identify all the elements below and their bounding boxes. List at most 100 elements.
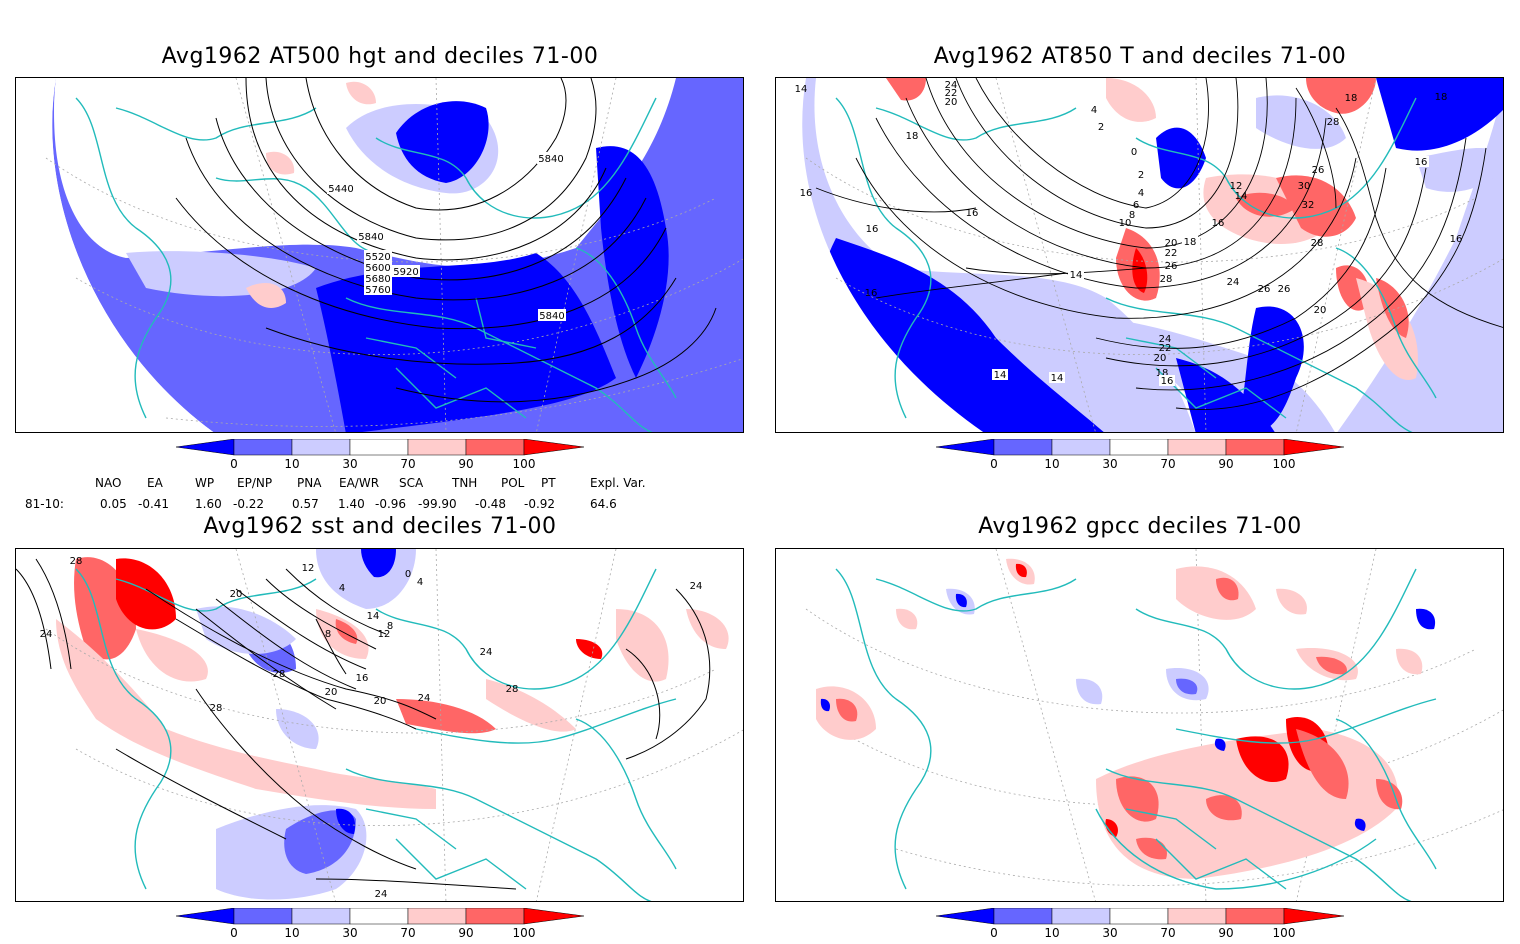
- colorbar-tick: 70: [1160, 457, 1175, 471]
- contour-label: 24: [40, 629, 53, 640]
- contour-label: 2: [1098, 122, 1104, 133]
- contour-label: 5840: [539, 311, 564, 322]
- colorbar-tick: 90: [458, 926, 473, 940]
- contour-label: 4: [339, 583, 345, 594]
- contour-label: 26: [1278, 284, 1291, 295]
- colorbar-tick: 30: [1102, 457, 1117, 471]
- contour-label: 20: [945, 97, 958, 108]
- contour-label: 28: [210, 703, 223, 714]
- index-header: Expl. Var.: [590, 476, 646, 490]
- index-value: 0.05: [100, 497, 127, 511]
- panel-title-gpcc: Avg1962 gpcc deciles 71-00: [978, 514, 1302, 539]
- contour-label: 8: [325, 629, 331, 640]
- contour-label: 22: [945, 88, 958, 99]
- contour-label: 16: [966, 208, 979, 219]
- index-value: -0.41: [138, 497, 170, 511]
- contour-label: 28: [273, 669, 286, 680]
- colorbar-tick: 100: [1273, 457, 1296, 471]
- contour-label: 26: [1165, 261, 1178, 272]
- colorbar-tick: 0: [990, 926, 998, 940]
- contour-label: 22: [1165, 248, 1178, 259]
- colorbar-svg: 0 10 30 70 90 100: [175, 438, 585, 471]
- index-value: -0.48: [475, 497, 507, 511]
- contour-label: 5760: [365, 285, 390, 296]
- contour-label: 6: [1133, 200, 1139, 211]
- index-header: WP: [195, 476, 215, 490]
- contour-label: 28: [1160, 274, 1173, 285]
- contour-label: 5600: [365, 263, 390, 274]
- contour-label: 4: [417, 577, 423, 588]
- map-panel-sst: 28 24 20 12 4 0 4 8 12 8 14 16 20 24 28 …: [15, 548, 744, 902]
- contour-label: 16: [1450, 234, 1463, 245]
- index-row-label: 81-10:: [25, 497, 64, 511]
- contour-label: 12: [378, 629, 391, 640]
- index-header: EP/NP: [237, 476, 273, 490]
- contour-label: 28: [70, 556, 83, 567]
- contour-label: 4: [1091, 105, 1097, 116]
- contour-label: 24: [1227, 277, 1240, 288]
- colorbar-tick: 100: [513, 926, 536, 940]
- colorbar-tick: 30: [342, 926, 357, 940]
- contour-label: 5920: [393, 267, 418, 278]
- contour-label: 2: [1138, 170, 1144, 181]
- panel-title-850t: Avg1962 AT850 T and deciles 71-00: [933, 44, 1347, 69]
- contour-label: 8: [387, 621, 393, 632]
- contour-label: 14: [795, 84, 808, 95]
- panel-title-sst: Avg1962 sst and deciles 71-00: [203, 514, 557, 539]
- colorbar-tick: 100: [1273, 926, 1296, 940]
- contour-label: 28: [506, 684, 519, 695]
- colorbar-500hgt: 0 10 30 70 90 100: [175, 438, 586, 471]
- map-panel-850t: 24 22 20 18 4 2 0 2 4 6 8 10 12 14 16 18…: [775, 77, 1504, 433]
- contour-label: 20: [230, 589, 243, 600]
- contour-label: 16: [356, 673, 369, 684]
- contour-label: 24: [418, 693, 431, 704]
- index-header: EA/WR: [339, 476, 380, 490]
- contour-label: 5680: [365, 274, 390, 285]
- contour-label: 16: [1161, 376, 1174, 387]
- contour-label: 20: [325, 687, 338, 698]
- colorbar-sst: 0 10 30 70 90 100: [175, 907, 586, 940]
- contour-label: 14: [1070, 270, 1083, 281]
- index-header: TNH: [452, 476, 478, 490]
- contour-label: 20: [374, 696, 387, 707]
- index-value: 1.40: [338, 497, 365, 511]
- colorbar-tick: 70: [400, 457, 415, 471]
- contour-label: 26: [1258, 284, 1271, 295]
- index-header: NAO: [95, 476, 122, 490]
- contour-label: 28: [1327, 117, 1340, 128]
- index-value: -99.90: [418, 497, 457, 511]
- colorbar-tick: 30: [342, 457, 357, 471]
- contour-label: 12: [1230, 181, 1243, 192]
- contour-label: 16: [1415, 157, 1428, 168]
- colorbar-tick: 70: [400, 926, 415, 940]
- panel-title-500hgt: Avg1962 AT500 hgt and deciles 71-00: [161, 44, 599, 69]
- contour-label: 18: [906, 131, 919, 142]
- contour-label: 8: [1129, 210, 1135, 221]
- contour-label: 32: [1302, 200, 1315, 211]
- contour-label: 14: [1235, 191, 1248, 202]
- contour-label: 24: [1159, 334, 1172, 345]
- index-value: -0.96: [375, 497, 407, 511]
- colorbar-tick: 90: [1218, 457, 1233, 471]
- map-gpcc: [805, 549, 1503, 901]
- contour-label: 10: [1119, 218, 1132, 229]
- colorbar-svg: 0 10 30 70 90 100: [175, 907, 585, 940]
- contour-label: 20: [1154, 353, 1167, 364]
- colorbar-tick: 0: [230, 457, 238, 471]
- contour-label: 26: [1312, 165, 1325, 176]
- colorbar-tick: 30: [1102, 926, 1117, 940]
- map-850t: 24 22 20 18 4 2 0 2 4 6 8 10 12 14 16 18…: [776, 78, 1503, 432]
- contour-label: 24: [945, 80, 958, 91]
- colorbar-tick: 70: [1160, 926, 1175, 940]
- contour-label: 20: [1314, 305, 1327, 316]
- contour-label: 28: [1311, 238, 1324, 249]
- contour-label: 24: [375, 889, 388, 900]
- indices-table: NAO EA WP EP/NP PNA EA/WR SCA TNH POL PT…: [0, 476, 760, 516]
- contour-label: 18: [1156, 368, 1169, 379]
- colorbar-gpcc: 0 10 30 70 90 100: [935, 907, 1346, 940]
- contour-label: 24: [480, 647, 493, 658]
- map-sst: 28 24 20 12 4 0 4 8 12 8 14 16 20 24 28 …: [16, 549, 743, 901]
- contour-label: 30: [1298, 181, 1311, 192]
- contour-label: 14: [367, 611, 380, 622]
- colorbar-svg: 0 10 30 70 90 100: [935, 907, 1345, 940]
